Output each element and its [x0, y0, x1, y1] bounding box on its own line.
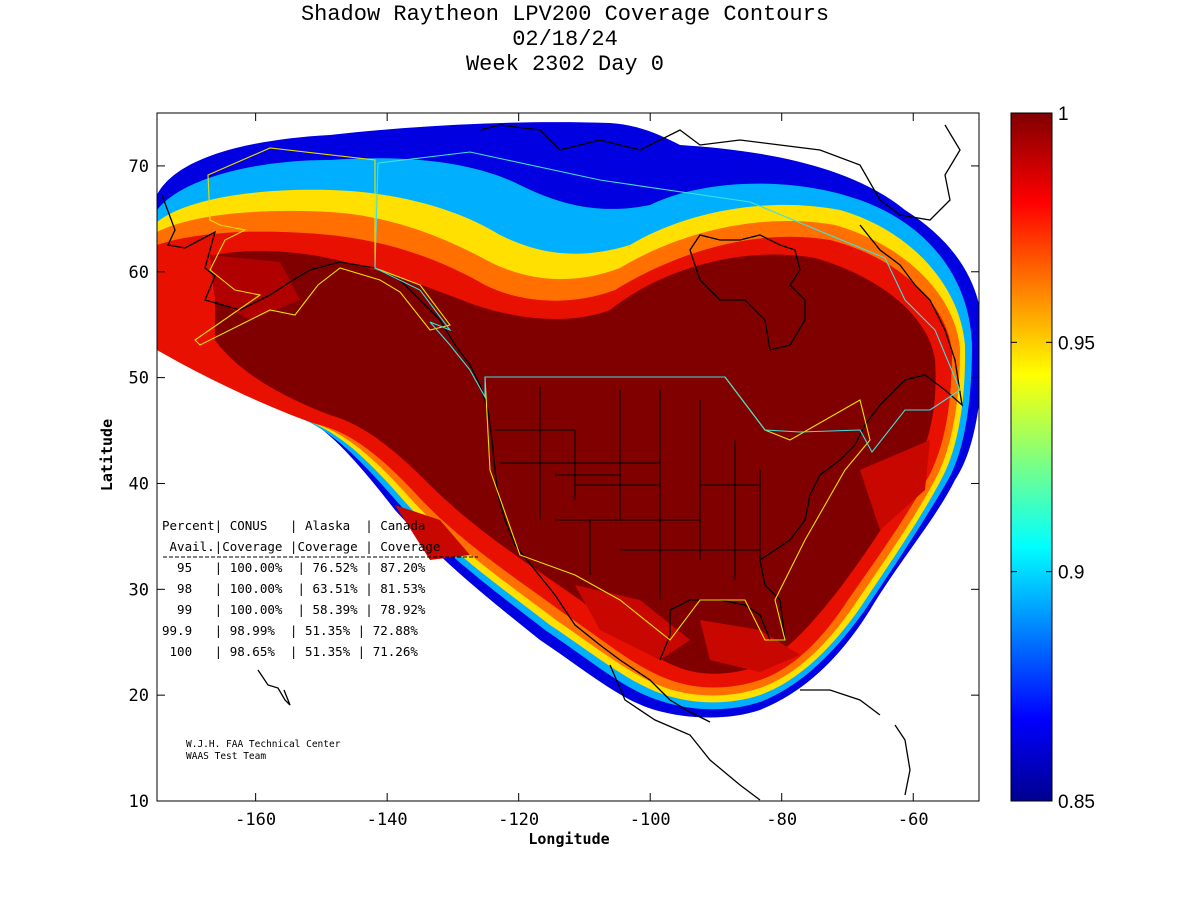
coastline-arctic: [479, 124, 961, 221]
coverage-table: Percent| CONUS | Alaska | Canada Avail.|…: [162, 518, 478, 659]
x-tick-label: -60: [898, 810, 929, 830]
y-tick-label: 40: [129, 474, 149, 494]
y-tick-label: 10: [129, 792, 149, 812]
plot-border: [156, 112, 980, 802]
y-tick-label: 70: [129, 157, 149, 177]
region-boundaries: [194, 147, 961, 641]
x-tick-label: -100: [630, 810, 671, 830]
alaska-boundary: [194, 147, 451, 346]
coastline-east: [759, 224, 963, 561]
plot-week-day: Week 2302 Day 0: [465, 52, 665, 77]
colorbar-ticks: 1 0.95 0.9 0.85: [1011, 104, 1095, 813]
y-axis-ticks: 10 20 30 40 50 60 70: [129, 157, 979, 812]
x-tick-label: -160: [235, 810, 276, 830]
y-tick-label: 60: [129, 263, 149, 283]
coverage-table-row: 95 | 100.00% | 76.52% | 87.20%: [162, 560, 426, 575]
contour-patch-red-3: [575, 585, 690, 660]
state-line: [495, 387, 761, 600]
x-tick-label: -140: [367, 810, 408, 830]
plot-date: 02/18/24: [512, 27, 618, 52]
credit-line-2: WAAS Test Team: [186, 751, 266, 762]
contour-patch-red-4: [700, 620, 800, 672]
x-axis-label: Longitude: [528, 830, 609, 848]
y-tick-label: 20: [129, 686, 149, 706]
coastline-mexico: [609, 664, 761, 801]
contour-patch-red-1: [210, 255, 300, 320]
coverage-table-row: 100 | 98.65% | 51.35% | 71.26%: [162, 644, 418, 659]
x-tick-label: -120: [498, 810, 539, 830]
credit-line-1: W.J.H. FAA Technical Center: [186, 739, 341, 750]
coverage-table-subheader: Avail.|Coverage |Coverage | Coverage: [162, 539, 440, 554]
y-axis-label: Latitude: [98, 419, 116, 491]
coverage-table-header: Percent| CONUS | Alaska | Canada: [162, 518, 425, 533]
colorbar-tick-label: 0.85: [1058, 792, 1095, 813]
contour-patch-red-5: [860, 440, 930, 530]
x-tick-label: -80: [766, 810, 797, 830]
coverage-contours: [157, 122, 979, 718]
coverage-table-row: 99 | 100.00% | 58.39% | 78.92%: [162, 602, 426, 617]
coastline-gulf: [659, 559, 786, 661]
colorbar: [1010, 112, 1053, 802]
colorbar-tick-label: 1: [1058, 104, 1069, 125]
colorbar-tick-label: 0.95: [1058, 333, 1095, 354]
coastline-caribbean: [800, 689, 911, 796]
colorbar-tick-label: 0.9: [1058, 563, 1084, 584]
coverage-table-row: 98 | 100.00% | 63.51% | 81.53%: [162, 581, 426, 596]
coastline-hawaii: [257, 669, 291, 706]
y-tick-label: 50: [129, 369, 149, 389]
canada-boundary: [374, 151, 961, 453]
coverage-table-row: 99.9 | 98.99% | 51.35% | 72.88%: [162, 623, 418, 638]
x-axis-ticks: -160 -140 -120 -100 -80 -60: [235, 113, 929, 830]
plot-title: Shadow Raytheon LPV200 Coverage Contours: [300, 2, 830, 27]
state-lines: [495, 387, 761, 600]
coastline-hudson-bay: [689, 234, 806, 351]
contour-patch-red-2: [395, 505, 470, 560]
conus-boundary: [484, 376, 871, 641]
y-tick-label: 30: [129, 580, 149, 600]
